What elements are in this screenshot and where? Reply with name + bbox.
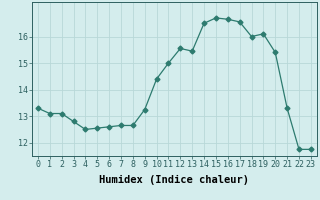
X-axis label: Humidex (Indice chaleur): Humidex (Indice chaleur)	[100, 175, 249, 185]
